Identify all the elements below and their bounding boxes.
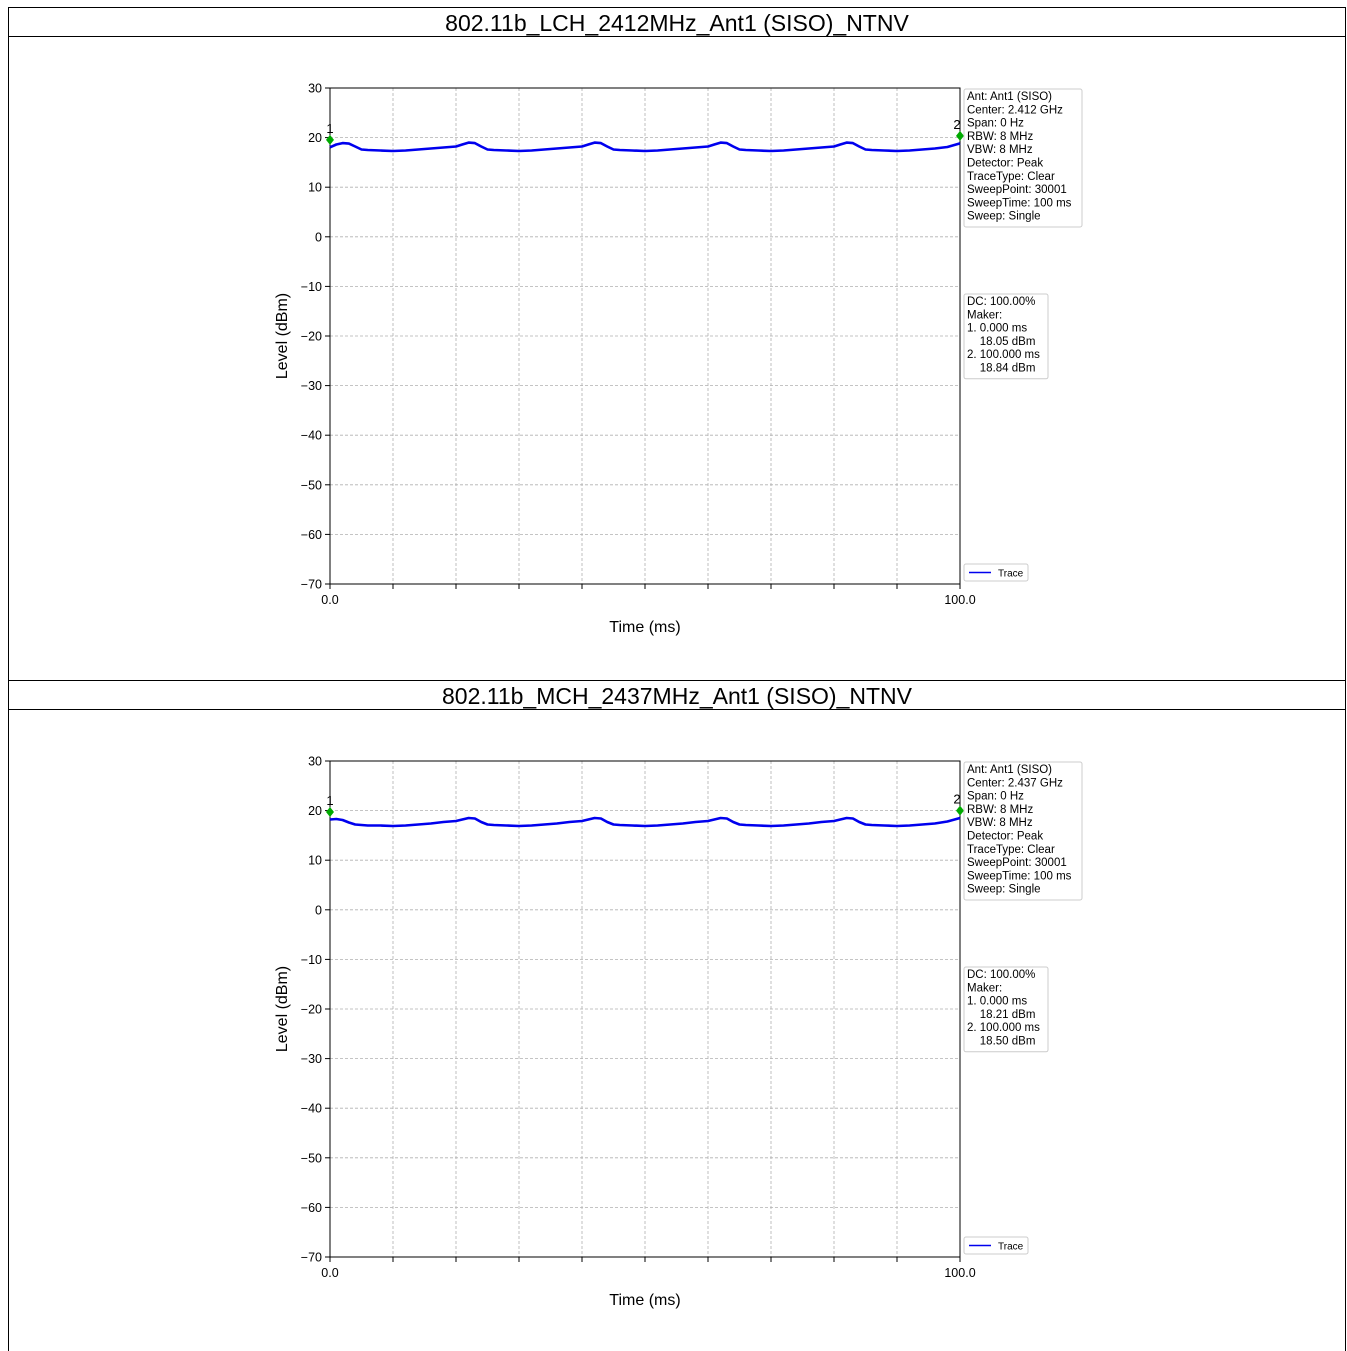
y-tick-label: −10 [301,280,322,294]
marker-1-diamond [326,134,334,145]
y-tick-label: 20 [308,804,322,818]
y-axis-label: Level (dBm) [274,293,291,379]
y-tick-label: −70 [301,578,322,592]
marker-info-line: 18.21 dBm [967,1009,1035,1021]
settings-info-box [963,761,1083,901]
marker-info-box [963,966,1049,1053]
marker-info-line: Maker: [967,982,1002,994]
legend-box [963,1236,1029,1255]
marker-1-diamond [326,807,334,818]
y-tick-label: 30 [308,82,322,96]
y-tick-label: 20 [308,131,322,145]
y-tick-label: −20 [301,330,322,344]
marker-info-line: 18.05 dBm [967,336,1035,348]
panel-1-title: 802.11b_LCH_2412MHz_Ant1 (SISO)_NTNV [445,10,909,36]
settings-info-line: Detector: Peak [967,158,1043,170]
panel-1-chart: 30 20 10 0 −10 −20 −30 −40 −50 −60 −700.0 100.0 Time… [274,82,1083,636]
settings-info-line: SweepTime: 100 ms [967,197,1072,209]
y-tick-label: −30 [301,1052,322,1066]
settings-info-line: RBW: 8 MHz [967,804,1033,816]
marker-info-line: 18.84 dBm [967,363,1035,375]
marker-info-line: 2. 100.000 ms [967,349,1040,361]
marker-2-diamond [956,805,964,816]
marker-1-label: 1 [326,121,333,136]
y-tick-label: −50 [301,478,322,492]
marker-info-line: 1. 0.000 ms [967,996,1027,1008]
x-tick-label-start: 0.0 [321,593,338,607]
y-tick-label: −70 [301,1251,322,1265]
panel-2-title: 802.11b_MCH_2437MHz_Ant1 (SISO)_NTNV [441,683,912,709]
x-axis-label: Time (ms) [609,619,680,636]
settings-info-line: Span: 0 Hz [967,118,1024,130]
y-tick-label: 10 [308,181,322,195]
settings-info-line: TraceType: Clear [967,171,1055,183]
legend-box [963,563,1029,582]
panel-1-title-divider [8,36,1346,37]
y-axis-label: Level (dBm) [274,966,291,1052]
marker-1-label: 1 [326,793,333,808]
marker-info-line: 1. 0.000 ms [967,323,1027,335]
y-tick-label: −40 [301,429,322,443]
y-tick-label: 0 [315,903,322,917]
marker-info-line: 2. 100.000 ms [967,1022,1040,1034]
marker-2-label: 2 [953,792,960,807]
trace-line [329,141,961,153]
settings-info-box [963,88,1083,228]
settings-info-line: SweepPoint: 30001 [967,857,1067,869]
x-axis-label: Time (ms) [609,1292,680,1309]
settings-info-line: Sweep: Single [967,211,1041,223]
legend-trace-label: Trace [998,569,1024,580]
marker-info-line: 18.50 dBm [967,1036,1035,1048]
settings-info-line: Center: 2.437 GHz [967,777,1063,789]
x-tick-label-start: 0.0 [321,1266,338,1280]
settings-info-line: Detector: Peak [967,831,1043,843]
y-tick-label: 10 [308,854,322,868]
x-tick-label-end: 100.0 [944,1266,975,1280]
marker-info-line: Maker: [967,309,1002,321]
marker-2-diamond [956,130,964,141]
settings-info-line: Span: 0 Hz [967,791,1024,803]
settings-info-line: SweepPoint: 30001 [967,184,1067,196]
y-tick-label: −40 [301,1102,322,1116]
legend-trace-label: Trace [998,1242,1024,1253]
y-tick-label: −60 [301,528,322,542]
panel-2-title-divider [8,709,1346,710]
y-tick-label: −30 [301,379,322,393]
x-tick-label-end: 100.0 [944,593,975,607]
settings-info-line: VBW: 8 MHz [967,144,1033,156]
report-table-frame [8,7,1346,1351]
y-tick-label: −10 [301,953,322,967]
marker-info-box [963,293,1049,380]
panel-separator [8,680,1346,681]
marker-info-line: DC: 100.00% [967,296,1035,308]
y-tick-label: 0 [315,230,322,244]
y-tick-label: −20 [301,1003,322,1017]
settings-info-line: SweepTime: 100 ms [967,870,1072,882]
settings-info-line: Sweep: Single [967,884,1041,896]
y-tick-label: −60 [301,1201,322,1215]
marker-info-line: DC: 100.00% [967,969,1035,981]
settings-info-line: VBW: 8 MHz [967,817,1033,829]
trace-line [329,816,961,828]
marker-2-label: 2 [953,117,960,132]
panel-2-chart: 30 20 10 0 −10 −20 −30 −40 −50 −60 −700.0 100.0 Time… [274,755,1083,1309]
y-tick-label: −50 [301,1151,322,1165]
y-tick-label: 30 [308,755,322,769]
settings-info-line: Center: 2.412 GHz [967,104,1063,116]
settings-info-line: TraceType: Clear [967,844,1055,856]
settings-info-line: Ant: Ant1 (SISO) [967,91,1052,103]
settings-info-line: Ant: Ant1 (SISO) [967,764,1052,776]
settings-info-line: RBW: 8 MHz [967,131,1033,143]
